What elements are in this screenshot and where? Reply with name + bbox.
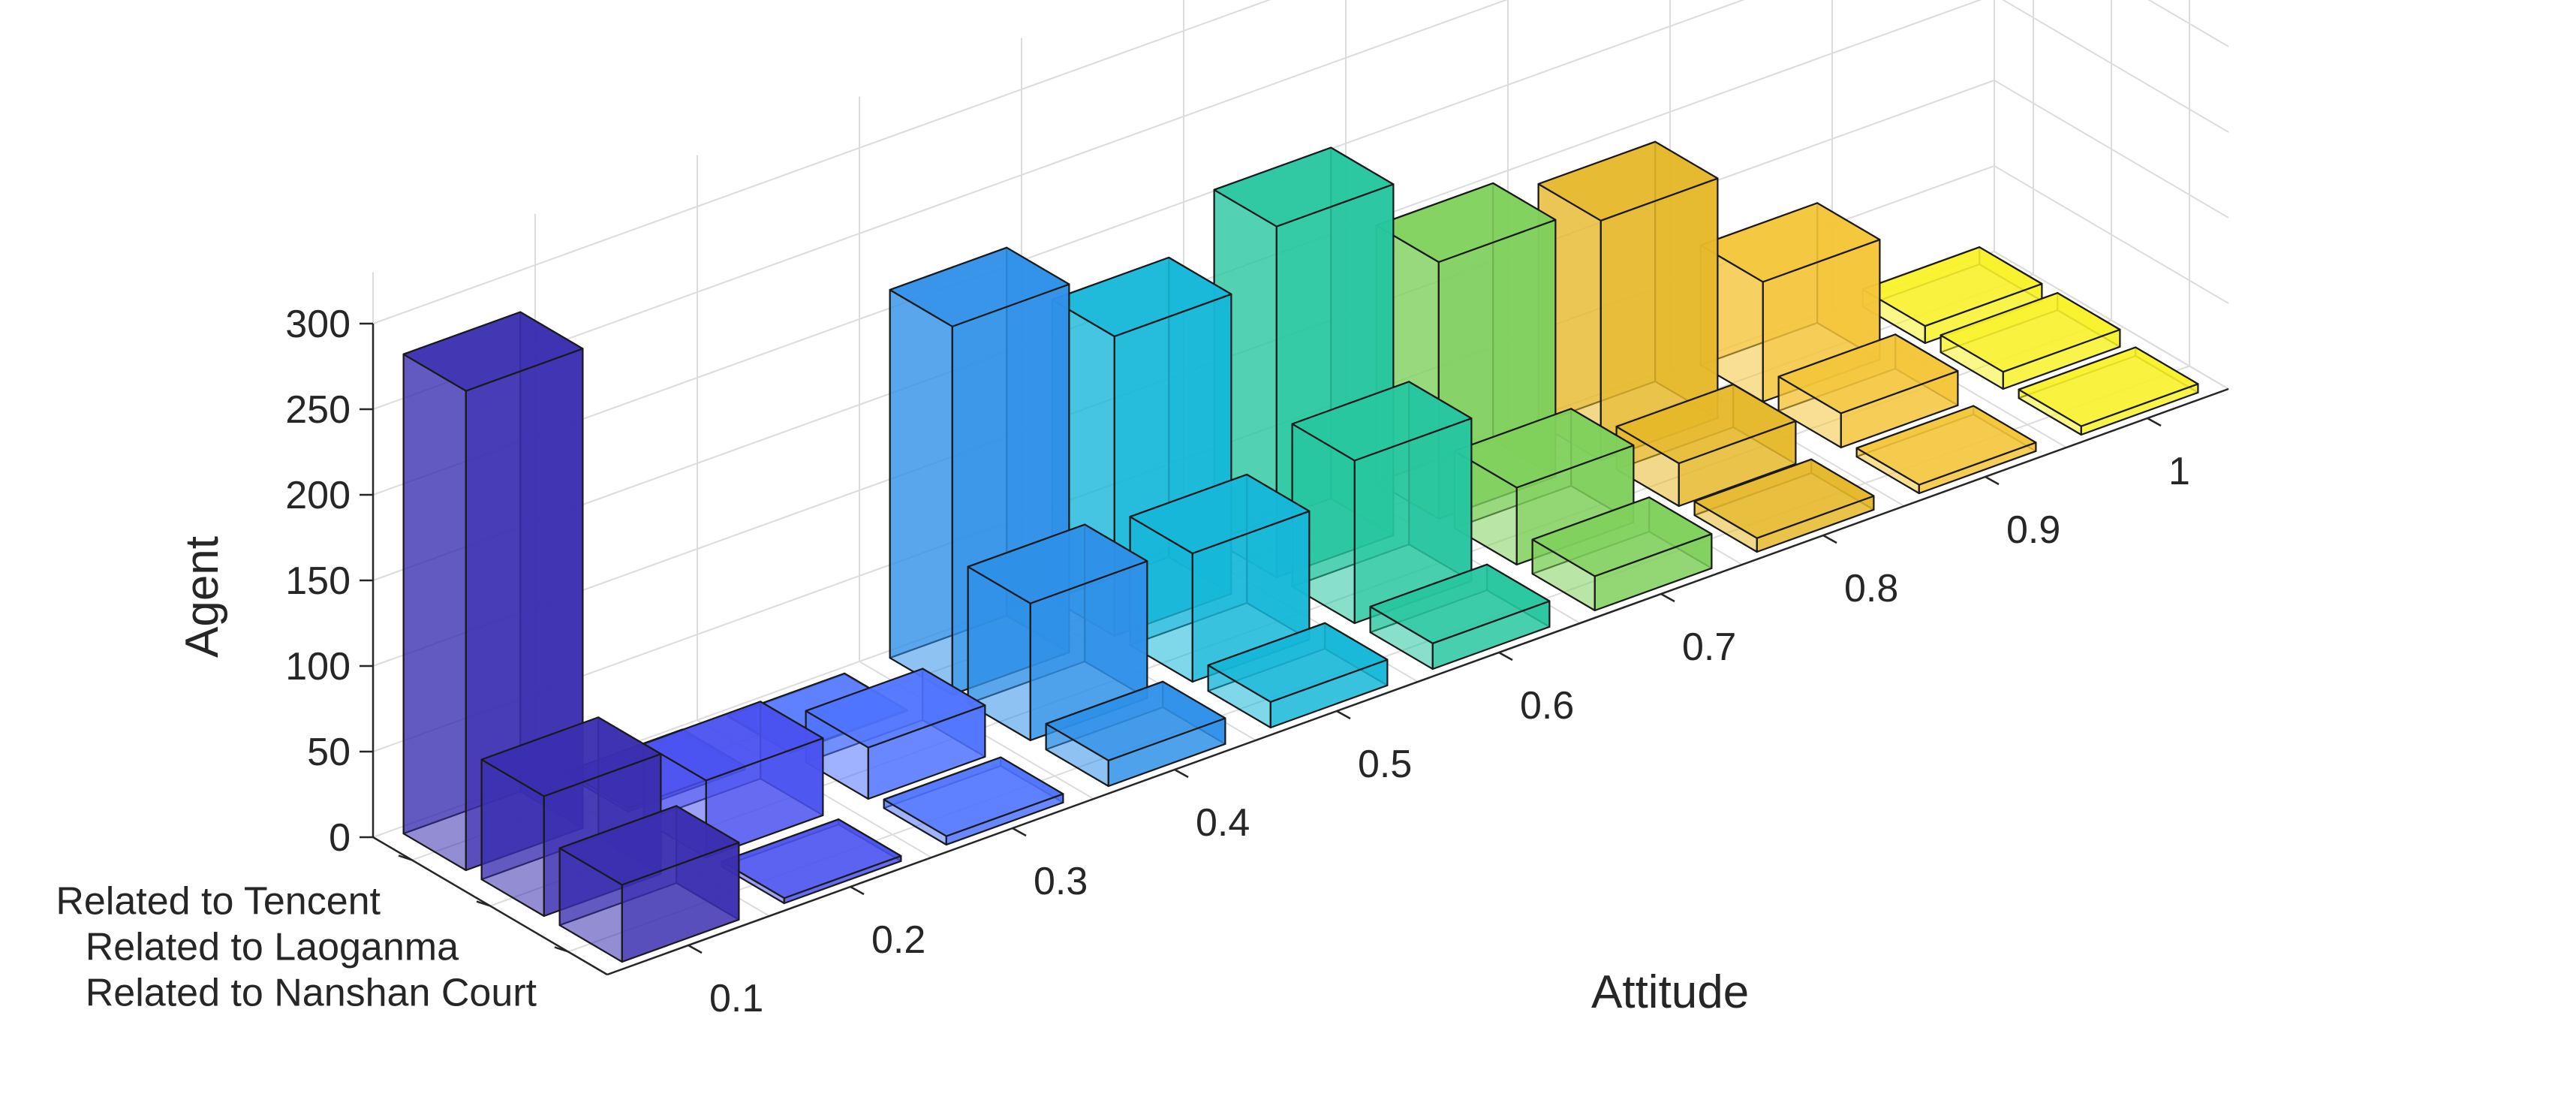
- x-tick-label: 0.3: [1034, 860, 1088, 903]
- y-tick-label: Related to Laoganma: [86, 926, 459, 969]
- z-tick-label: 50: [307, 731, 351, 774]
- bar-face: [889, 288, 953, 696]
- z-tick-label: 0: [329, 816, 351, 860]
- x-tick-mark: [850, 885, 865, 896]
- x-tick-label: 0.8: [1844, 567, 1898, 610]
- y-tick-label: Related to Nanshan Court: [86, 972, 537, 1015]
- bar-top: [889, 246, 1070, 327]
- bar-top: [1861, 246, 2043, 327]
- z-tick-label: 150: [285, 559, 351, 603]
- bar-top: [1051, 256, 1232, 338]
- bar-top: [1291, 381, 1473, 462]
- bar-top: [1615, 383, 1797, 465]
- axes: 0 50 100 150 200 250 300 0.1 0.2 0.3 0.4 0.5 0.6 0.7 0…: [56, 303, 2229, 1020]
- bar: [1537, 140, 1719, 462]
- bar-top: [883, 756, 1064, 837]
- bar-top: [1375, 182, 1557, 264]
- bar-top: [1453, 408, 1635, 489]
- bar: [1693, 458, 1875, 553]
- x-tick-label: 0.4: [1196, 801, 1250, 845]
- bar-face: [402, 353, 467, 872]
- z-tick-label: 100: [285, 645, 351, 689]
- z-tick-label: 250: [285, 388, 351, 432]
- y-tick-mark: [554, 946, 569, 953]
- bar-top: [642, 701, 824, 782]
- bar: [721, 818, 902, 905]
- bar: [558, 805, 740, 963]
- bar: [1855, 405, 2037, 495]
- bar: [1861, 246, 2043, 345]
- x-tick-mark: [1498, 651, 1513, 661]
- bar-top: [1045, 680, 1226, 761]
- y-tick-mark: [398, 854, 413, 861]
- bar-top: [1537, 140, 1719, 222]
- bar: [1207, 622, 1389, 729]
- bar: [1369, 563, 1551, 671]
- bar-top: [805, 668, 986, 749]
- bar: [1777, 333, 1959, 449]
- bar-top: [558, 805, 740, 886]
- bars: [402, 140, 2199, 963]
- x-tick-mark: [1660, 592, 1675, 603]
- x-tick-label: 0.7: [1682, 625, 1736, 669]
- x-tick-mark: [1985, 475, 2000, 486]
- bar-top: [2018, 346, 2199, 427]
- x-tick-label: 0.2: [871, 918, 925, 962]
- y-tick-mark: [476, 900, 491, 907]
- x-tick-mark: [1174, 768, 1189, 779]
- bar-top: [967, 523, 1148, 604]
- x-tick-mark: [1012, 827, 1027, 837]
- z-tick-label: 300: [285, 303, 351, 346]
- bar: [2018, 346, 2199, 436]
- x-tick-mark: [1336, 710, 1351, 720]
- bar-top: [1129, 473, 1311, 555]
- bar-top: [1777, 333, 1959, 414]
- x-axis-line: [606, 387, 2229, 976]
- y-tick-label: Related to Tencent: [56, 880, 381, 924]
- bar-top: [1531, 496, 1713, 577]
- bar: [1940, 292, 2121, 390]
- bar-top: [1855, 405, 2037, 486]
- x-tick-mark: [688, 944, 703, 954]
- x-tick-mark: [1822, 534, 1837, 544]
- x-tick-label: 0.5: [1358, 743, 1412, 786]
- bar: [402, 311, 584, 872]
- bar: [805, 668, 986, 800]
- x-tick-label: 0.6: [1520, 684, 1574, 728]
- x-axis-label: Attitude: [1591, 966, 1749, 1018]
- bar-top: [1940, 292, 2121, 373]
- x-tick-label: 0.1: [709, 977, 763, 1020]
- bar-top: [1699, 202, 1881, 283]
- bar-top: [721, 818, 902, 900]
- bar-top: [1207, 622, 1389, 703]
- bar-top: [480, 716, 662, 797]
- x-tick-mark: [2147, 417, 2162, 427]
- bar: [883, 756, 1064, 846]
- bar-top: [402, 311, 584, 392]
- x-tick-label: 0.9: [2006, 508, 2060, 552]
- x-tick-label: 1: [2168, 450, 2190, 493]
- bar-top: [1693, 458, 1875, 539]
- bar: [1045, 680, 1226, 788]
- bar: [1531, 496, 1713, 612]
- z-tick-label: 200: [285, 474, 351, 517]
- bar: [1615, 383, 1797, 508]
- bar-top: [1369, 563, 1551, 644]
- bar: [967, 523, 1148, 742]
- z-axis-label: Agent: [176, 536, 228, 658]
- bar-top: [1213, 146, 1395, 228]
